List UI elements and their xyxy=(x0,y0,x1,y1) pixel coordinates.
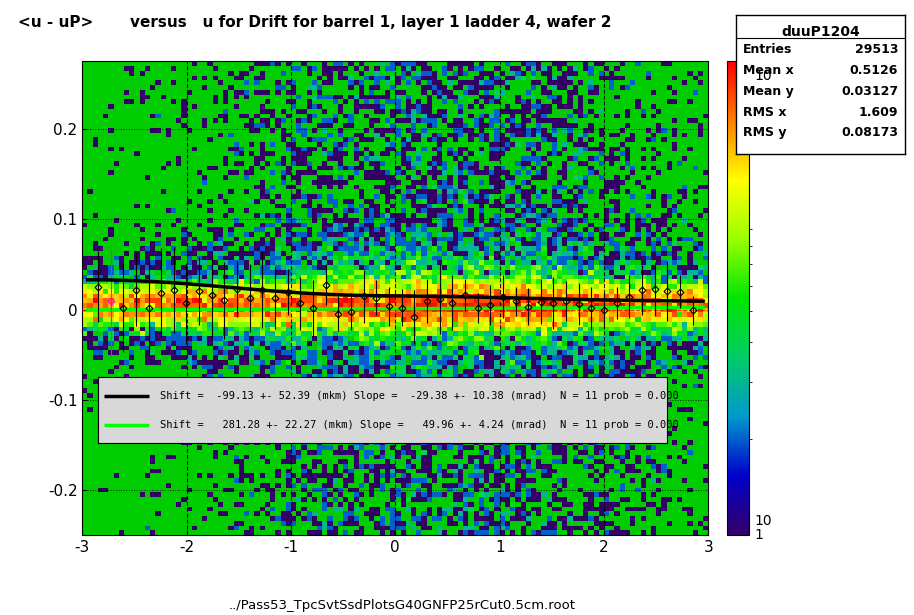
Text: <u - uP>       versus   u for Drift for barrel 1, layer 1 ladder 4, wafer 2: <u - uP> versus u for Drift for barrel 1… xyxy=(18,15,611,30)
Text: duuP1204: duuP1204 xyxy=(781,25,860,39)
Text: Entries: Entries xyxy=(742,44,792,57)
Text: Mean y: Mean y xyxy=(742,85,793,98)
Text: RMS x: RMS x xyxy=(742,106,786,119)
Text: 1: 1 xyxy=(754,528,763,542)
Text: Shift =  -99.13 +- 52.39 (mkm) Slope =  -29.38 +- 10.38 (mrad)  N = 11 prob = 0.: Shift = -99.13 +- 52.39 (mkm) Slope = -2… xyxy=(161,391,679,400)
Text: 29513: 29513 xyxy=(855,44,898,57)
Text: 0.08173: 0.08173 xyxy=(841,127,898,140)
Text: 1.609: 1.609 xyxy=(858,106,898,119)
Text: RMS y: RMS y xyxy=(742,127,786,140)
Text: 10: 10 xyxy=(754,69,771,82)
Text: Shift =   281.28 +- 22.27 (mkm) Slope =   49.96 +- 4.24 (mrad)  N = 11 prob = 0.: Shift = 281.28 +- 22.27 (mkm) Slope = 49… xyxy=(161,419,679,430)
Text: 0.03127: 0.03127 xyxy=(841,85,898,98)
Text: ../Pass53_TpcSvtSsdPlotsG40GNFP25rCut0.5cm.root: ../Pass53_TpcSvtSsdPlotsG40GNFP25rCut0.5… xyxy=(228,599,576,612)
Text: Mean x: Mean x xyxy=(742,64,793,77)
Text: 10: 10 xyxy=(754,514,771,528)
Text: 0.5126: 0.5126 xyxy=(850,64,898,77)
